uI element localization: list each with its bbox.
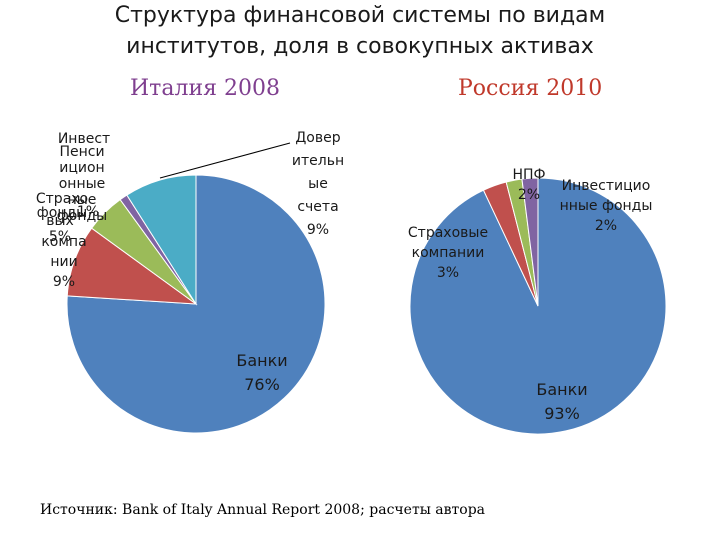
russia-label-2-line-2: нные фонды (560, 198, 653, 214)
leader-line-trust (159, 142, 291, 179)
italy-label-7-line-1: вых (46, 213, 74, 229)
italy-label-4-line-3: онные (59, 176, 106, 192)
italy-label-1-line-3: ые (308, 176, 328, 192)
russia-label-3-line-2: компании (412, 245, 485, 261)
russia-label-2: Инвестицио нные фонды 2% (560, 178, 653, 234)
italy-label-5: Страхо фонды (36, 191, 88, 221)
italy-label-8: компа нии 9% (41, 234, 86, 290)
title-line-1: Структура финансовой системы по видам (114, 3, 606, 28)
italy-label-4-line-5: фонды (57, 208, 107, 224)
russia-label-3-line-1: Страховые (408, 225, 488, 241)
russia-pie-title: Россия 2010 (458, 76, 603, 101)
italy-label-4-line-1: Пенси (59, 144, 104, 160)
russia-label-4: Банки 93% (536, 380, 587, 423)
italy-label-7-line-2: 5% (49, 229, 71, 245)
russia-label-1-line-1: НПФ (512, 167, 545, 183)
italy-label-4-line-2: ицион (59, 160, 104, 176)
italy-slice-1 (66, 174, 326, 434)
italy-label-6-line-1: 1% (77, 204, 99, 220)
italy-label-8-line-3: 9% (53, 274, 75, 290)
italy-pie-title: Италия 2008 (130, 76, 280, 101)
italy-label-1-line-2: ительн (292, 153, 344, 169)
italy-slice-5 (126, 174, 197, 306)
russia-label-1-line-2: 2% (518, 187, 540, 203)
italy-label-6: 1% (77, 204, 99, 220)
italy-label-7: вых 5% (46, 213, 74, 245)
russia-label-4-line-1: Банки (536, 380, 587, 399)
italy-label-1-line-5: 9% (307, 222, 329, 238)
title-line-2: институтов, доля в совокупных активах (126, 34, 594, 59)
source-note: Источник: Bank of Italy Annual Report 20… (40, 502, 485, 518)
russia-slice-4 (521, 177, 539, 307)
italy-label-3-line-1: Инвест (58, 131, 110, 147)
russia-pie-labels: НПФ 2% Инвестицио нные фонды 2% Страховые комп… (408, 167, 653, 423)
italy-label-4: Пенси ицион онные ные фонды (57, 144, 107, 224)
italy-pie (66, 174, 326, 434)
italy-label-2-line-1: Банки (236, 351, 287, 370)
russia-label-3: Страховые компании 3% (408, 225, 488, 281)
italy-label-8-line-2: нии (50, 254, 77, 270)
italy-label-4-line-4: ные (68, 192, 97, 208)
russia-label-2-line-3: 2% (595, 218, 617, 234)
russia-label-4-line-2: 93% (544, 404, 580, 423)
chart-title: Структура финансовой системы по видам ин… (0, 0, 720, 62)
italy-label-1-line-4: счета (297, 199, 338, 215)
italy-label-8-line-1: компа (41, 234, 86, 250)
italy-label-1-line-1: Довер (295, 130, 340, 146)
italy-label-1: Довер ительн ые счета 9% (292, 130, 344, 238)
italy-label-5-line-1: Страхо (36, 191, 88, 207)
russia-pie (409, 177, 667, 435)
italy-label-2-line-2: 76% (244, 375, 280, 394)
italy-label-3: Инвест (58, 131, 110, 147)
italy-label-5-line-2: фонды (37, 205, 87, 221)
russia-label-3-line-3: 3% (437, 265, 459, 281)
italy-label-2: Банки 76% (236, 351, 287, 394)
russia-label-2-line-1: Инвестицио (562, 178, 651, 194)
russia-label-1: НПФ 2% (512, 167, 545, 203)
